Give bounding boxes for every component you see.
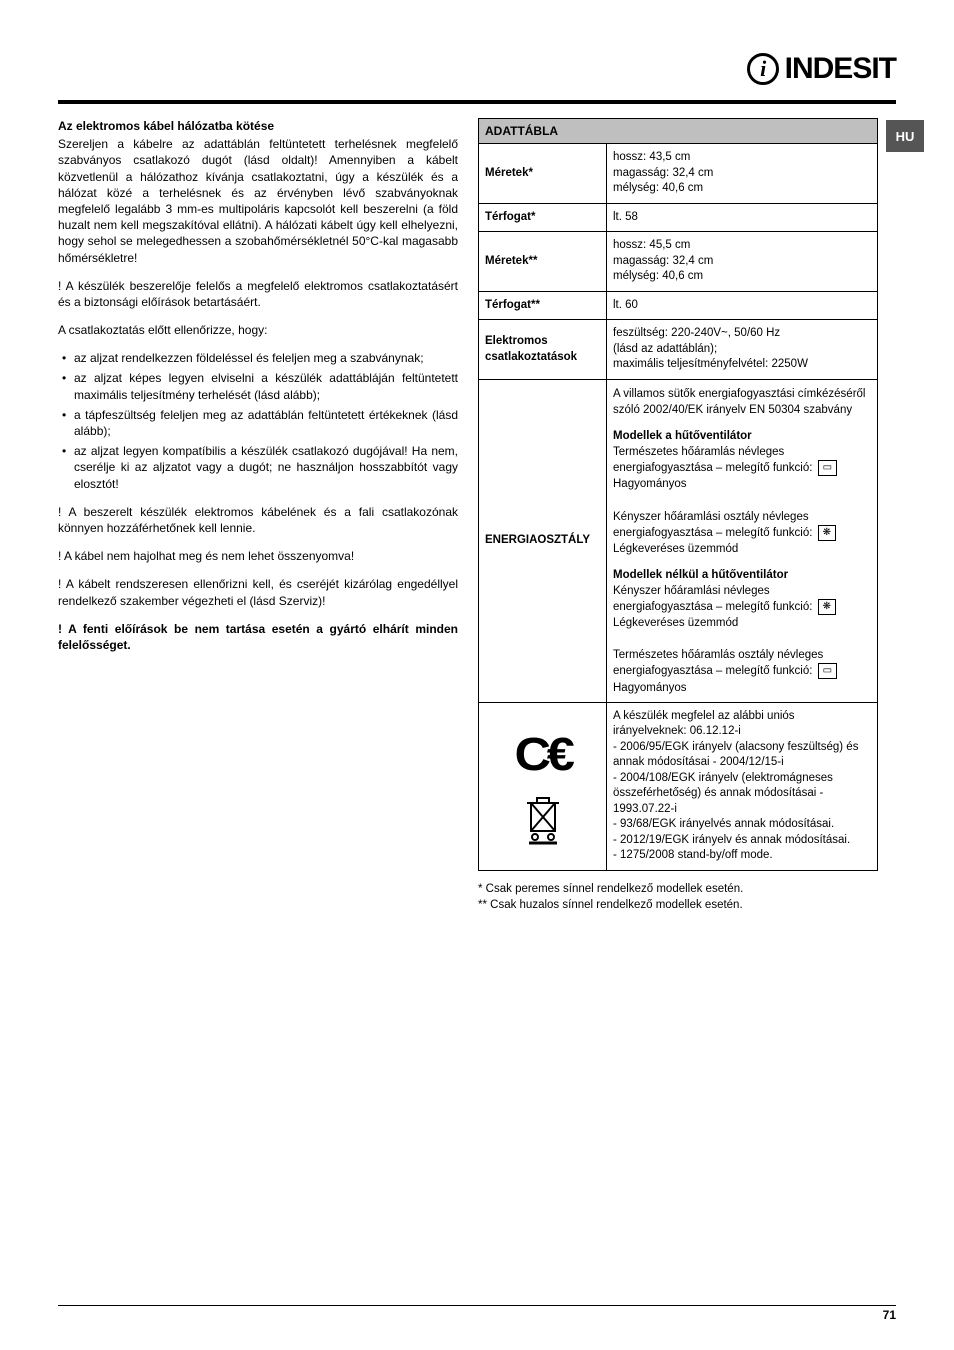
row-value: feszültség: 220-240V~, 50/60 Hz (lásd az… (607, 320, 878, 380)
row-label: Térfogat* (479, 203, 607, 232)
paragraph: Szereljen a kábelre az adattáblán feltün… (58, 136, 458, 266)
footer-rule (58, 1305, 896, 1306)
energy-intro: A villamos sütők energiafogyasztási címk… (613, 388, 865, 416)
left-column: Az elektromos kábel hálózatba kötése Sze… (58, 118, 458, 665)
mode-icon: ❋ (818, 599, 836, 615)
ce-mark-icon: C€ (479, 723, 606, 785)
row-value: lt. 60 (607, 291, 878, 320)
brand-name: INDESIT (785, 52, 896, 86)
footnote: * Csak peremes sínnel rendelkező modelle… (478, 881, 878, 897)
mode-label: Hagyományos (613, 478, 687, 490)
energy-text: Kényszer hőáramlási névleges energiafogy… (613, 585, 812, 613)
list-item: az aljzat legyen kompatíbilis a készülék… (58, 443, 458, 492)
energy-subhead: Modellek a hűtőventilátor (613, 428, 871, 444)
row-value: lt. 58 (607, 203, 878, 232)
row-value: hossz: 43,5 cm magasság: 32,4 cm mélység… (607, 144, 878, 204)
energy-text: Kényszer hőáramlási osztály névleges ene… (613, 511, 812, 539)
mode-icon: ▭ (818, 663, 837, 679)
bullet-list: az aljzat rendelkezzen földeléssel és fe… (58, 350, 458, 492)
header-rule (58, 100, 896, 104)
row-label: Méretek** (479, 232, 607, 292)
mode-label: Légkeveréses üzemmód (613, 617, 738, 629)
paragraph: A csatlakoztatás előtt ellenőrizze, hogy… (58, 322, 458, 338)
ce-text: A készülék megfelel az alábbi uniós irán… (607, 702, 878, 870)
mode-icon: ❋ (818, 525, 836, 541)
row-label: ENERGIAOSZTÁLY (479, 379, 607, 702)
list-item: az aljzat rendelkezzen földeléssel és fe… (58, 350, 458, 366)
energy-text: Természetes hőáramlás osztály névleges e… (613, 649, 823, 677)
section-heading: Az elektromos kábel hálózatba kötése (58, 118, 458, 134)
mode-label: Légkeveréses üzemmód (613, 543, 738, 555)
list-item: a tápfeszültség feleljen meg az adattábl… (58, 407, 458, 439)
footnotes: * Csak peremes sínnel rendelkező modelle… (478, 881, 878, 913)
page-number: 71 (883, 1308, 896, 1322)
data-table: ADATTÁBLA Méretek* hossz: 43,5 cm magass… (478, 118, 878, 871)
brand-logo-icon: i (747, 53, 779, 85)
mode-icon: ▭ (818, 460, 837, 476)
list-item: az aljzat képes legyen elviselni a készü… (58, 370, 458, 402)
row-label: Elektromos csatlakoztatások (479, 320, 607, 380)
weee-bin-icon (523, 795, 563, 845)
row-label: Méretek* (479, 144, 607, 204)
row-label: Térfogat** (479, 291, 607, 320)
paragraph: ! A beszerelt készülék elektromos kábelé… (58, 504, 458, 536)
footnote: ** Csak huzalos sínnel rendelkező modell… (478, 897, 878, 913)
language-tab: HU (886, 120, 924, 152)
row-value: hossz: 45,5 cm magasság: 32,4 cm mélység… (607, 232, 878, 292)
paragraph-bold: ! A fenti előírások be nem tartása eseté… (58, 621, 458, 653)
data-table-wrap: ADATTÁBLA Méretek* hossz: 43,5 cm magass… (478, 118, 878, 913)
paragraph: ! A kábel nem hajolhat meg és nem lehet … (58, 548, 458, 564)
mode-label: Hagyományos (613, 682, 687, 694)
table-title: ADATTÁBLA (479, 119, 878, 144)
ce-cell: C€ (479, 702, 607, 870)
paragraph: ! A kábelt rendszeresen ellenőrizni kell… (58, 576, 458, 608)
brand-logo: i INDESIT (747, 52, 896, 86)
paragraph: ! A készülék beszerelője felelős a megfe… (58, 278, 458, 310)
energy-text: Természetes hőáramlás névleges energiafo… (613, 446, 812, 474)
energy-subhead: Modellek nélkül a hűtőventilátor (613, 567, 871, 583)
energy-cell: A villamos sütők energiafogyasztási címk… (607, 379, 878, 702)
